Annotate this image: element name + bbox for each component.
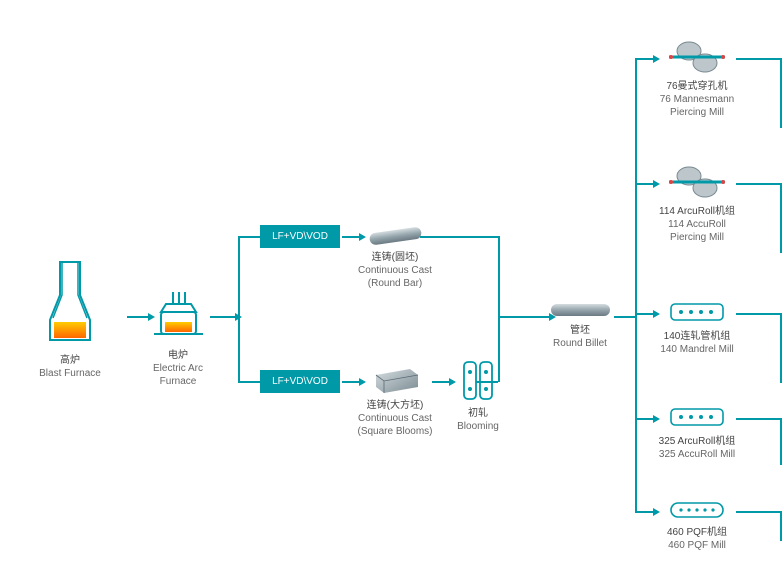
connector-line [635,511,641,513]
blast-furnace-cn: 高炉 [30,354,110,367]
m460-cn: 460 PQF机组 [642,526,752,539]
blast-furnace-icon [40,260,100,350]
connector-line [635,418,641,420]
m114-cn: 114 ArcuRoll机组 [642,205,752,218]
eaf-en: Electric Arc Furnace [143,362,213,388]
connector-line [238,236,260,238]
lf2-text: LF+VD\VOD [260,370,340,393]
pqf-mill-icon [667,498,727,522]
eaf-icon [151,290,206,345]
flow-arrow [640,511,654,513]
square-bloom-icon [368,365,423,395]
blast-furnace-node: 高炉Blast Furnace [30,260,110,380]
mill-76-node: 76曼式穿孔机76 Mannesmann Piercing Mill [642,38,752,119]
connector-line [635,58,637,512]
flow-arrow [640,183,654,185]
connector-line [736,58,782,60]
connector-line [476,381,498,383]
eaf-cn: 电炉 [143,349,213,362]
round-bar-icon [365,225,425,247]
connector-line [635,313,641,315]
connector-line [635,183,641,185]
m76-cn: 76曼式穿孔机 [642,80,752,93]
flow-arrow [342,381,360,383]
flow-arrow [127,316,149,318]
connector-line [238,236,240,382]
flow-arrow [432,381,450,383]
rbi-cn: 管坯 [540,324,620,337]
m325-cn: 325 ArcuRoll机组 [642,435,752,448]
round-billet-icon [548,300,613,320]
sq-en: Continuous Cast (Square Blooms) [340,412,450,438]
accuroll-mill-icon [667,403,727,431]
flow-arrow [640,418,654,420]
mill-140-node: 140连轧管机组140 Mandrel Mill [642,298,752,356]
lf1-text: LF+VD\VOD [260,225,340,248]
m76-en: 76 Mannesmann Piercing Mill [642,93,752,119]
piercing-mill-icon [667,38,727,76]
flow-arrow [640,58,654,60]
sq-cn: 连铸(大方坯) [340,399,450,412]
flow-arrow [210,316,236,318]
connector-line [736,183,782,185]
eaf-node: 电炉Electric Arc Furnace [143,290,213,388]
m460-en: 460 PQF Mill [642,539,752,552]
round-bar-en: Continuous Cast (Round Bar) [343,264,448,290]
connector-line [635,58,641,60]
bloom-cn: 初轧 [448,407,508,420]
m325-en: 325 AccuRoll Mill [642,448,752,461]
connector-line [238,381,260,383]
rbi-en: Round Billet [540,337,620,350]
round-bar-cn: 连铸(圆坯) [343,251,448,264]
bloom-en: Blooming [448,420,508,433]
connector-line [498,236,500,382]
flow-arrow [342,236,360,238]
flow-arrow [640,313,654,315]
mandrel-mill-icon [667,298,727,326]
connector-line [736,511,782,513]
blast-furnace-en: Blast Furnace [30,367,110,380]
flow-arrow [500,316,550,318]
connector-line [420,236,500,238]
lf-box-1: LF+VD\VOD [260,225,340,248]
connector-line [736,418,782,420]
round-billet-node: 管坯Round Billet [540,300,620,350]
lf-box-2: LF+VD\VOD [260,370,340,393]
square-blooms-node: 连铸(大方坯)Continuous Cast (Square Blooms) [340,365,450,438]
mill-325-node: 325 ArcuRoll机组325 AccuRoll Mill [642,403,752,461]
connector-line [614,316,636,318]
connector-line [736,313,782,315]
m140-en: 140 Mandrel Mill [642,343,752,356]
mill-460-node: 460 PQF机组460 PQF Mill [642,498,752,552]
m114-en: 114 AccuRoll Piercing Mill [642,218,752,244]
mill-114-node: 114 ArcuRoll机组114 AccuRoll Piercing Mill [642,163,752,244]
m140-cn: 140连轧管机组 [642,330,752,343]
piercing-mill-icon-2 [667,163,727,201]
